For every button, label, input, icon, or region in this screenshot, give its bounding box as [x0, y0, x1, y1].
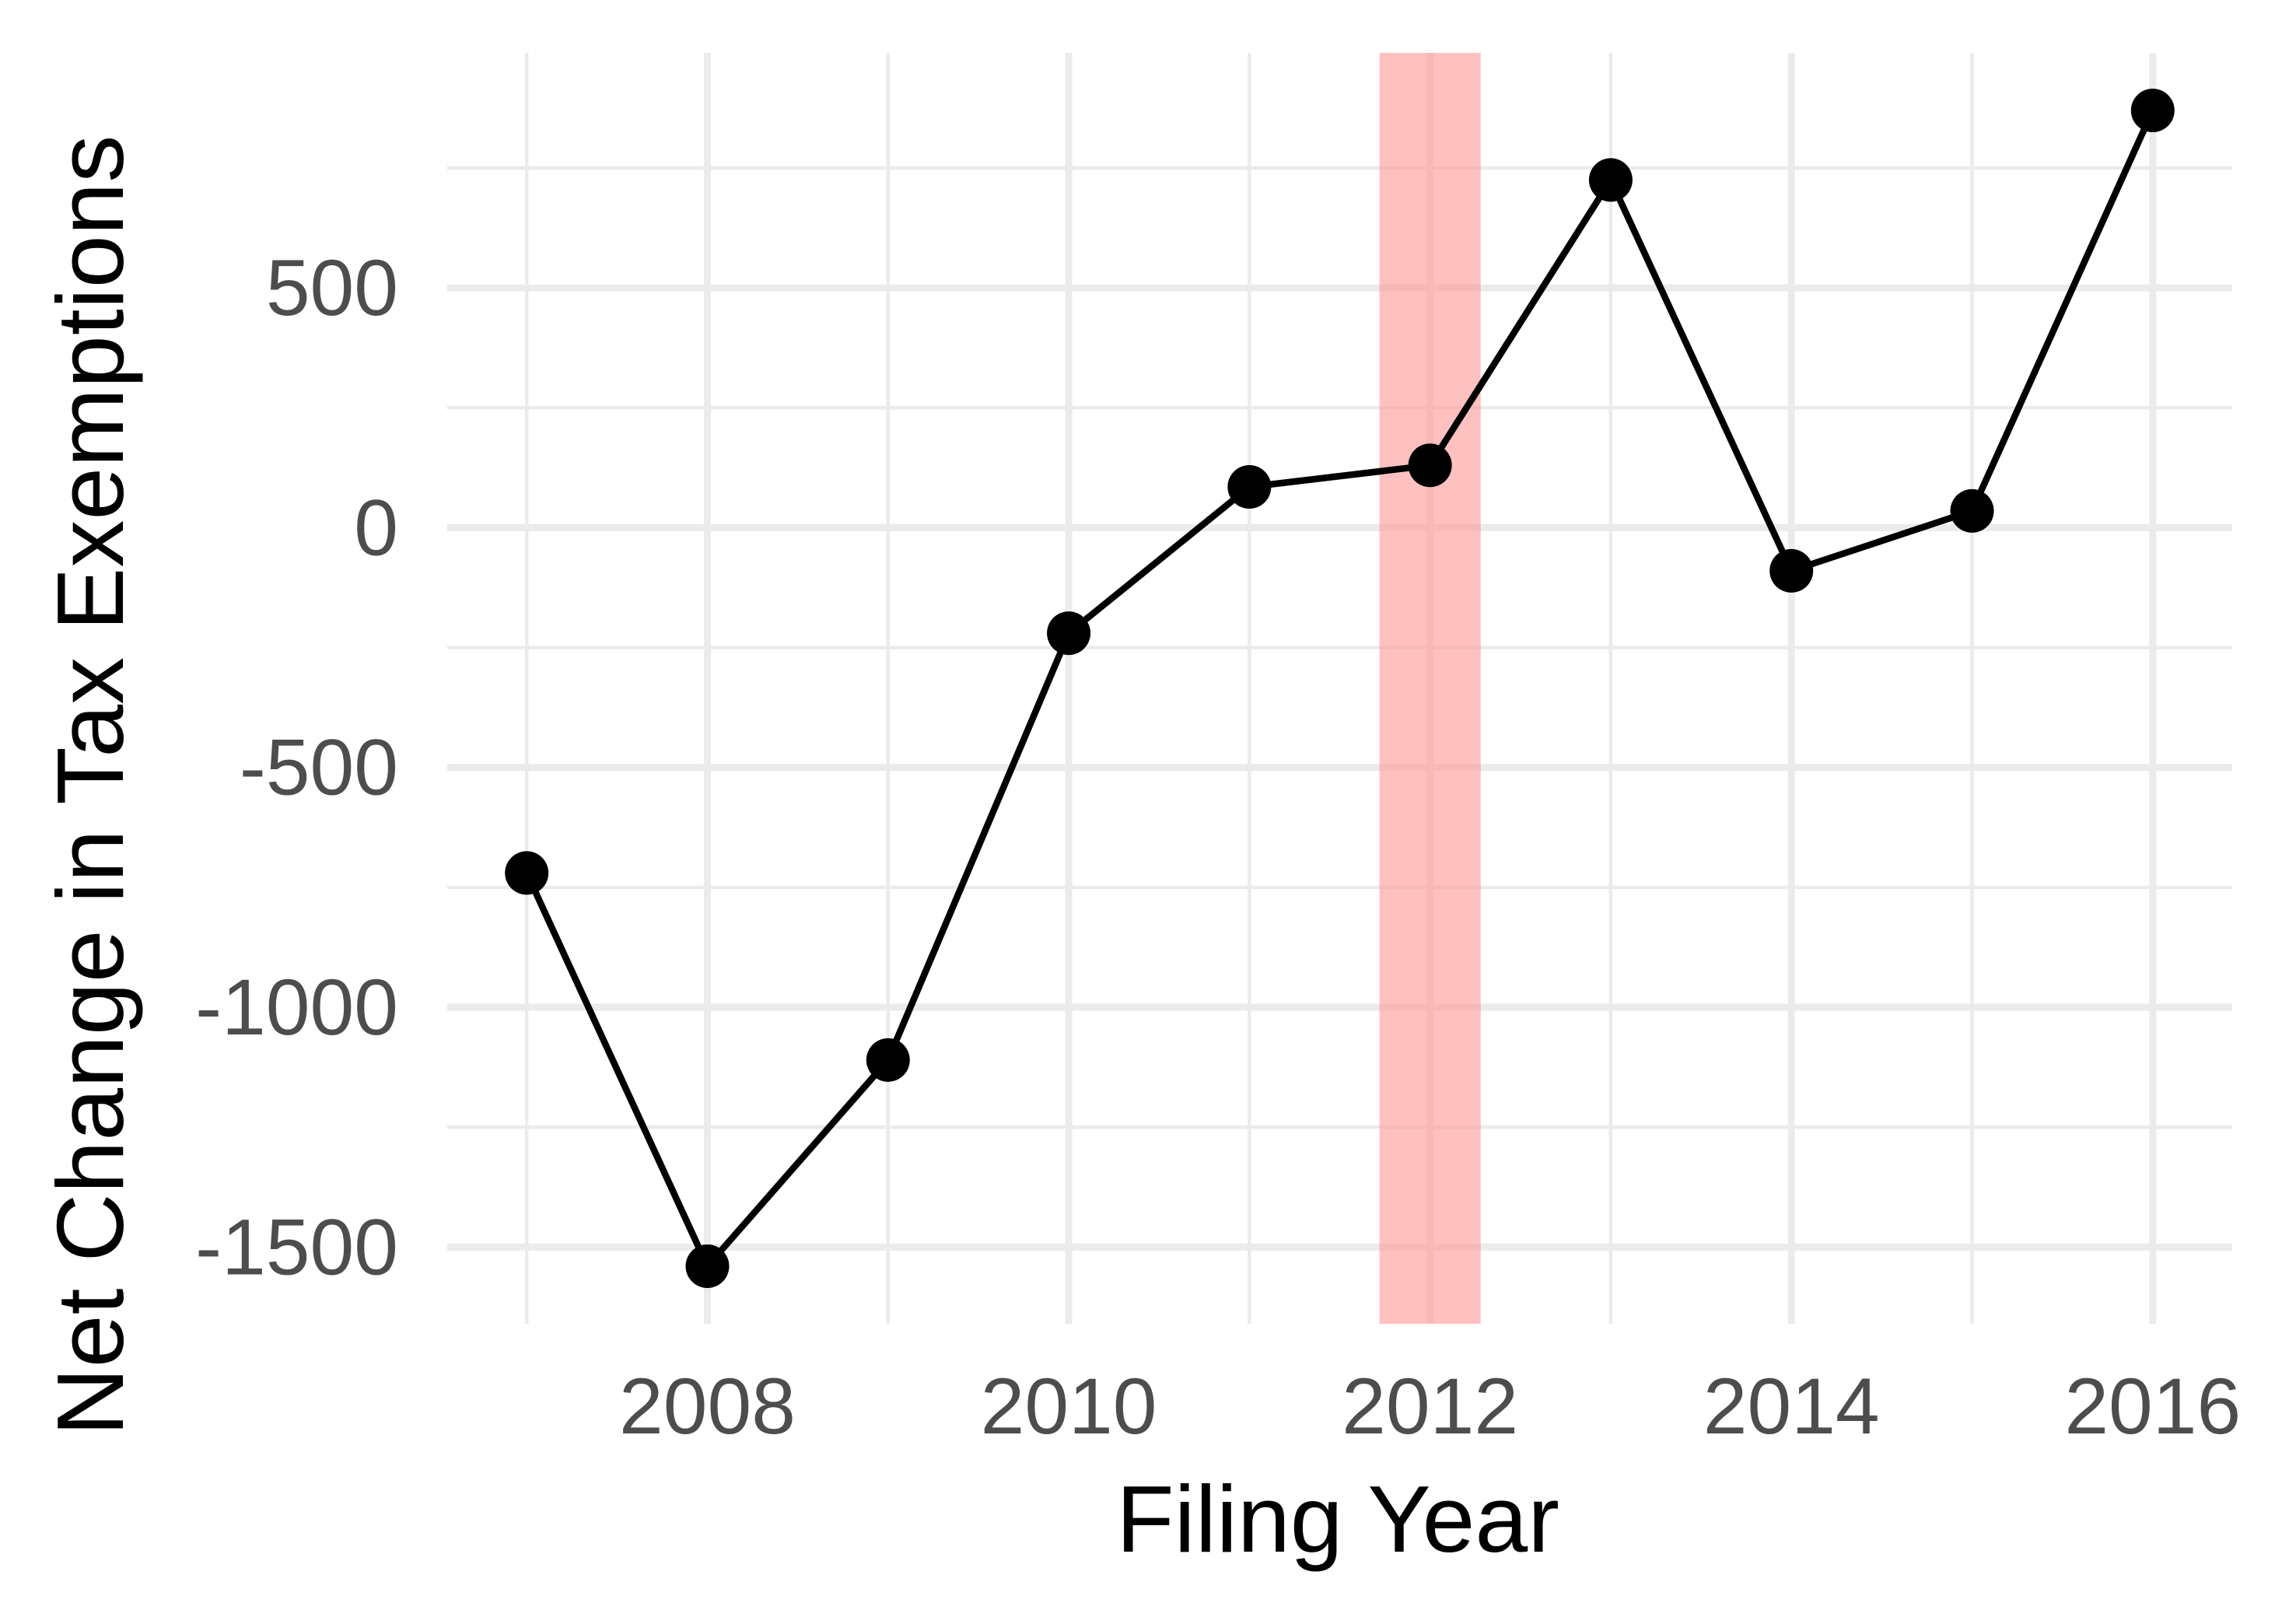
data-point	[1769, 548, 1814, 593]
data-point	[685, 1244, 730, 1289]
data-point	[1227, 465, 1272, 509]
x-tick-label: 2016	[2064, 1362, 2241, 1451]
y-tick-label: -500	[240, 723, 398, 812]
y-tick-label: 500	[266, 243, 398, 332]
x-tick-label: 2010	[981, 1362, 1157, 1451]
y-tick-label: -1000	[195, 963, 398, 1052]
y-tick-labels: -1500 -1000 -500 0 500	[195, 243, 398, 1291]
x-tick-label: 2014	[1703, 1362, 1880, 1451]
data-point	[1950, 488, 1994, 533]
x-tick-label: 2008	[619, 1362, 796, 1451]
highlight-band-layer	[1379, 53, 1481, 1324]
data-point	[866, 1038, 910, 1082]
data-point	[1047, 611, 1091, 656]
data-point	[1588, 158, 1633, 202]
data-point	[2130, 88, 2175, 132]
data-point	[505, 851, 549, 895]
data-point	[1408, 443, 1452, 488]
highlight-band	[1379, 53, 1481, 1324]
series-line	[523, 109, 2156, 1270]
x-tick-labels: 2008 2010 2012 2014 2016	[619, 1362, 2241, 1451]
y-tick-label: 0	[354, 483, 398, 572]
minor-gridlines	[447, 53, 2232, 1324]
series-layer	[505, 88, 2175, 1289]
major-gridlines	[447, 53, 2232, 1324]
y-axis-title: Net Change in Tax Exemptions	[37, 135, 143, 1437]
x-axis-title: Filing Year	[1116, 1466, 1559, 1572]
y-tick-label: -1500	[195, 1202, 398, 1291]
x-tick-label: 2012	[1342, 1362, 1518, 1451]
